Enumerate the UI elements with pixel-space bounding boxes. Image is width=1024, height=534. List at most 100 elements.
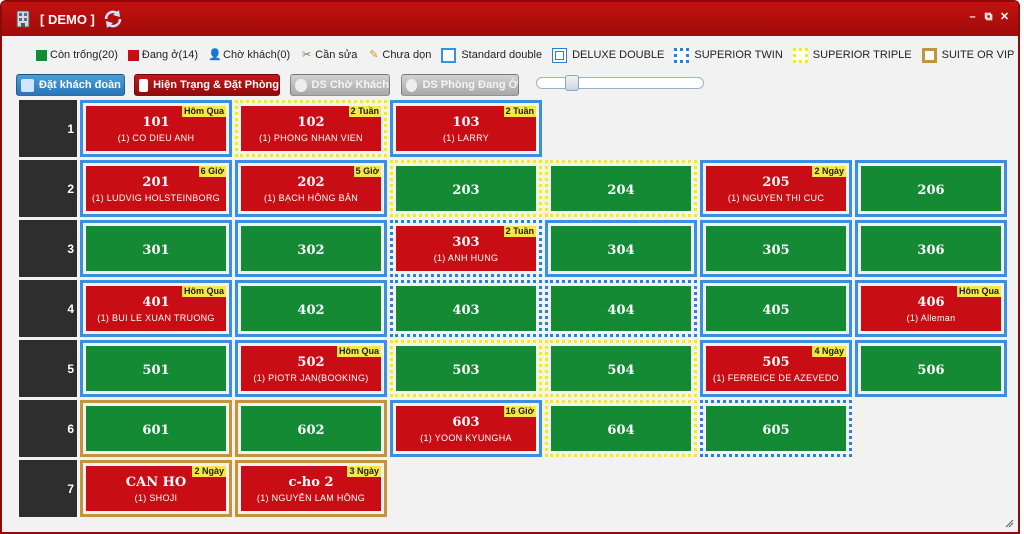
legend-standard-double-label: Standard double bbox=[461, 49, 543, 61]
refresh-icon[interactable] bbox=[102, 8, 124, 30]
legend-superior-twin-border-sample bbox=[674, 47, 690, 63]
room-card[interactable]: 204 bbox=[545, 160, 697, 217]
status-booking-button[interactable]: Hiện Trạng & Đặt Phòng bbox=[134, 74, 280, 96]
room-card[interactable]: 303 (1) ANH HUNG 2 Tuần bbox=[390, 220, 542, 277]
room-card[interactable]: 101 (1) CO DIEU ANH Hôm Qua bbox=[80, 100, 232, 157]
legend-standard-double-border-sample bbox=[441, 47, 457, 63]
group-icon bbox=[21, 78, 34, 92]
room-card[interactable]: 406 (1) Alleman Hôm Qua bbox=[855, 280, 1007, 337]
legend-occupied-count: (14) bbox=[178, 49, 199, 61]
room-card[interactable]: 305 bbox=[700, 220, 852, 277]
room-number: 305 bbox=[762, 243, 790, 258]
group-booking-button[interactable]: Đặt khách đoàn bbox=[16, 74, 125, 96]
room-card[interactable]: 102 (1) PHONG NHAN VIEN 2 Tuần bbox=[235, 100, 387, 157]
room-card-body: 205 (1) NGUYEN THI CUC 2 Ngày bbox=[706, 166, 846, 211]
room-card[interactable]: 205 (1) NGUYEN THI CUC 2 Ngày bbox=[700, 160, 852, 217]
room-card[interactable]: 301 bbox=[80, 220, 232, 277]
room-card[interactable]: 202 (1) BẠCH HỒNG BÂN 5 Giờ bbox=[235, 160, 387, 217]
legend-dirty-label: Chưa dọn bbox=[382, 49, 432, 61]
room-card[interactable]: 201 (1) LUDVIG HOLSTEINBORG 6 Giờ bbox=[80, 160, 232, 217]
legend-superior-triple-border-sample bbox=[792, 47, 808, 63]
popout-icon[interactable]: ⧉ bbox=[984, 11, 993, 23]
legend-repair: ✂ Cần sửa bbox=[300, 49, 357, 62]
stay-duration-badge: 2 Ngày bbox=[812, 166, 846, 177]
guest-name: (1) PIOTR JAN(BOOKING) bbox=[253, 373, 369, 383]
room-card-body: 503 bbox=[396, 346, 536, 391]
room-number: 504 bbox=[607, 363, 635, 378]
room-card-body: 101 (1) CO DIEU ANH Hôm Qua bbox=[86, 106, 226, 151]
floor-label: 3 bbox=[19, 220, 77, 277]
room-card[interactable]: 505 (1) FERREICE DE AZEVEDO 4 Ngày bbox=[700, 340, 852, 397]
legend-superior-twin: SUPERIOR TWIN bbox=[674, 47, 783, 63]
room-card-body: 404 bbox=[551, 286, 691, 331]
room-card[interactable]: 601 bbox=[80, 400, 232, 457]
room-card-body: 206 bbox=[861, 166, 1001, 211]
room-card[interactable]: 302 bbox=[235, 220, 387, 277]
floor-label: 5 bbox=[19, 340, 77, 397]
waiting-list-label: DS Chờ Khách bbox=[311, 79, 390, 91]
legend-available-label: Còn trống bbox=[50, 49, 99, 61]
stay-duration-badge: 2 Ngày bbox=[192, 466, 226, 477]
room-card-body: 204 bbox=[551, 166, 691, 211]
occupied-list-button[interactable]: DS Phòng Đang Ở bbox=[401, 74, 519, 96]
room-card[interactable]: 403 bbox=[390, 280, 542, 337]
room-card[interactable]: 402 bbox=[235, 280, 387, 337]
floor-number: 3 bbox=[67, 242, 74, 256]
room-card-body: 203 bbox=[396, 166, 536, 211]
zoom-slider[interactable] bbox=[536, 75, 704, 91]
room-card[interactable]: c-ho 2 (1) NGUYỄN LAM HỒNG 3 Ngày bbox=[235, 460, 387, 517]
legend-superior-triple-label: SUPERIOR TRIPLE bbox=[812, 49, 912, 61]
room-number: 604 bbox=[607, 423, 635, 438]
stay-duration-badge: 2 Tuần bbox=[503, 226, 536, 237]
legend-occupied-label: Đang ở bbox=[141, 49, 179, 61]
floor-label: 1 bbox=[19, 100, 77, 157]
person-icon bbox=[295, 78, 307, 92]
waiting-list-button[interactable]: DS Chờ Khách bbox=[290, 74, 390, 96]
room-number: 403 bbox=[452, 303, 480, 318]
floor-number: 4 bbox=[67, 302, 74, 316]
room-card[interactable]: 203 bbox=[390, 160, 542, 217]
minimize-icon[interactable]: – bbox=[969, 11, 976, 23]
room-card-body: 303 (1) ANH HUNG 2 Tuần bbox=[396, 226, 536, 271]
status-booking-label: Hiện Trạng & Đặt Phòng bbox=[153, 79, 279, 91]
room-card[interactable]: 103 (1) LARRY 2 Tuần bbox=[390, 100, 542, 157]
floor-label: 7 bbox=[19, 460, 77, 517]
close-icon[interactable]: ✕ bbox=[999, 11, 1010, 23]
legend-superior-triple: SUPERIOR TRIPLE bbox=[792, 47, 912, 63]
room-number: 203 bbox=[452, 183, 480, 198]
room-card[interactable]: 605 bbox=[700, 400, 852, 457]
room-number: 601 bbox=[142, 423, 170, 438]
legend-suite-vip-label: SUITE OR VIP bbox=[941, 49, 1015, 61]
title-bar: [ DEMO ] – ⧉ ✕ bbox=[2, 2, 1018, 36]
room-card[interactable]: 405 bbox=[700, 280, 852, 337]
room-card[interactable]: 604 bbox=[545, 400, 697, 457]
room-card[interactable]: 401 (1) BUI LE XUAN TRUONG Hôm Qua bbox=[80, 280, 232, 337]
room-card[interactable]: 504 bbox=[545, 340, 697, 397]
room-number: 406 bbox=[917, 295, 945, 310]
resize-handle-icon[interactable] bbox=[1004, 518, 1014, 528]
guest-name: (1) YOON KYUNGHA bbox=[420, 433, 512, 443]
room-number: c-ho 2 bbox=[288, 475, 334, 490]
room-card[interactable]: 502 (1) PIOTR JAN(BOOKING) Hôm Qua bbox=[235, 340, 387, 397]
legend-deluxe-double: DELUXE DOUBLE bbox=[552, 47, 664, 63]
room-card[interactable]: 602 bbox=[235, 400, 387, 457]
guest-name: (1) Alleman bbox=[906, 313, 956, 323]
guest-name: (1) NGUYEN THI CUC bbox=[727, 193, 825, 203]
room-card-body: 405 bbox=[706, 286, 846, 331]
room-card[interactable]: 304 bbox=[545, 220, 697, 277]
room-card[interactable]: 501 bbox=[80, 340, 232, 397]
room-card[interactable]: 503 bbox=[390, 340, 542, 397]
room-card[interactable]: CAN HO (1) SHOJI 2 Ngày bbox=[80, 460, 232, 517]
zoom-slider-thumb[interactable] bbox=[565, 75, 579, 91]
room-card[interactable]: 506 bbox=[855, 340, 1007, 397]
room-card[interactable]: 404 bbox=[545, 280, 697, 337]
room-card[interactable]: 603 (1) YOON KYUNGHA 16 Giờ bbox=[390, 400, 542, 457]
stay-duration-badge: 16 Giờ bbox=[503, 406, 536, 417]
room-number: 505 bbox=[762, 355, 790, 370]
room-card[interactable]: 306 bbox=[855, 220, 1007, 277]
room-card[interactable]: 206 bbox=[855, 160, 1007, 217]
room-number: 405 bbox=[762, 303, 790, 318]
room-card-body: 301 bbox=[86, 226, 226, 271]
room-number: 605 bbox=[762, 423, 790, 438]
person-icon bbox=[406, 78, 418, 92]
